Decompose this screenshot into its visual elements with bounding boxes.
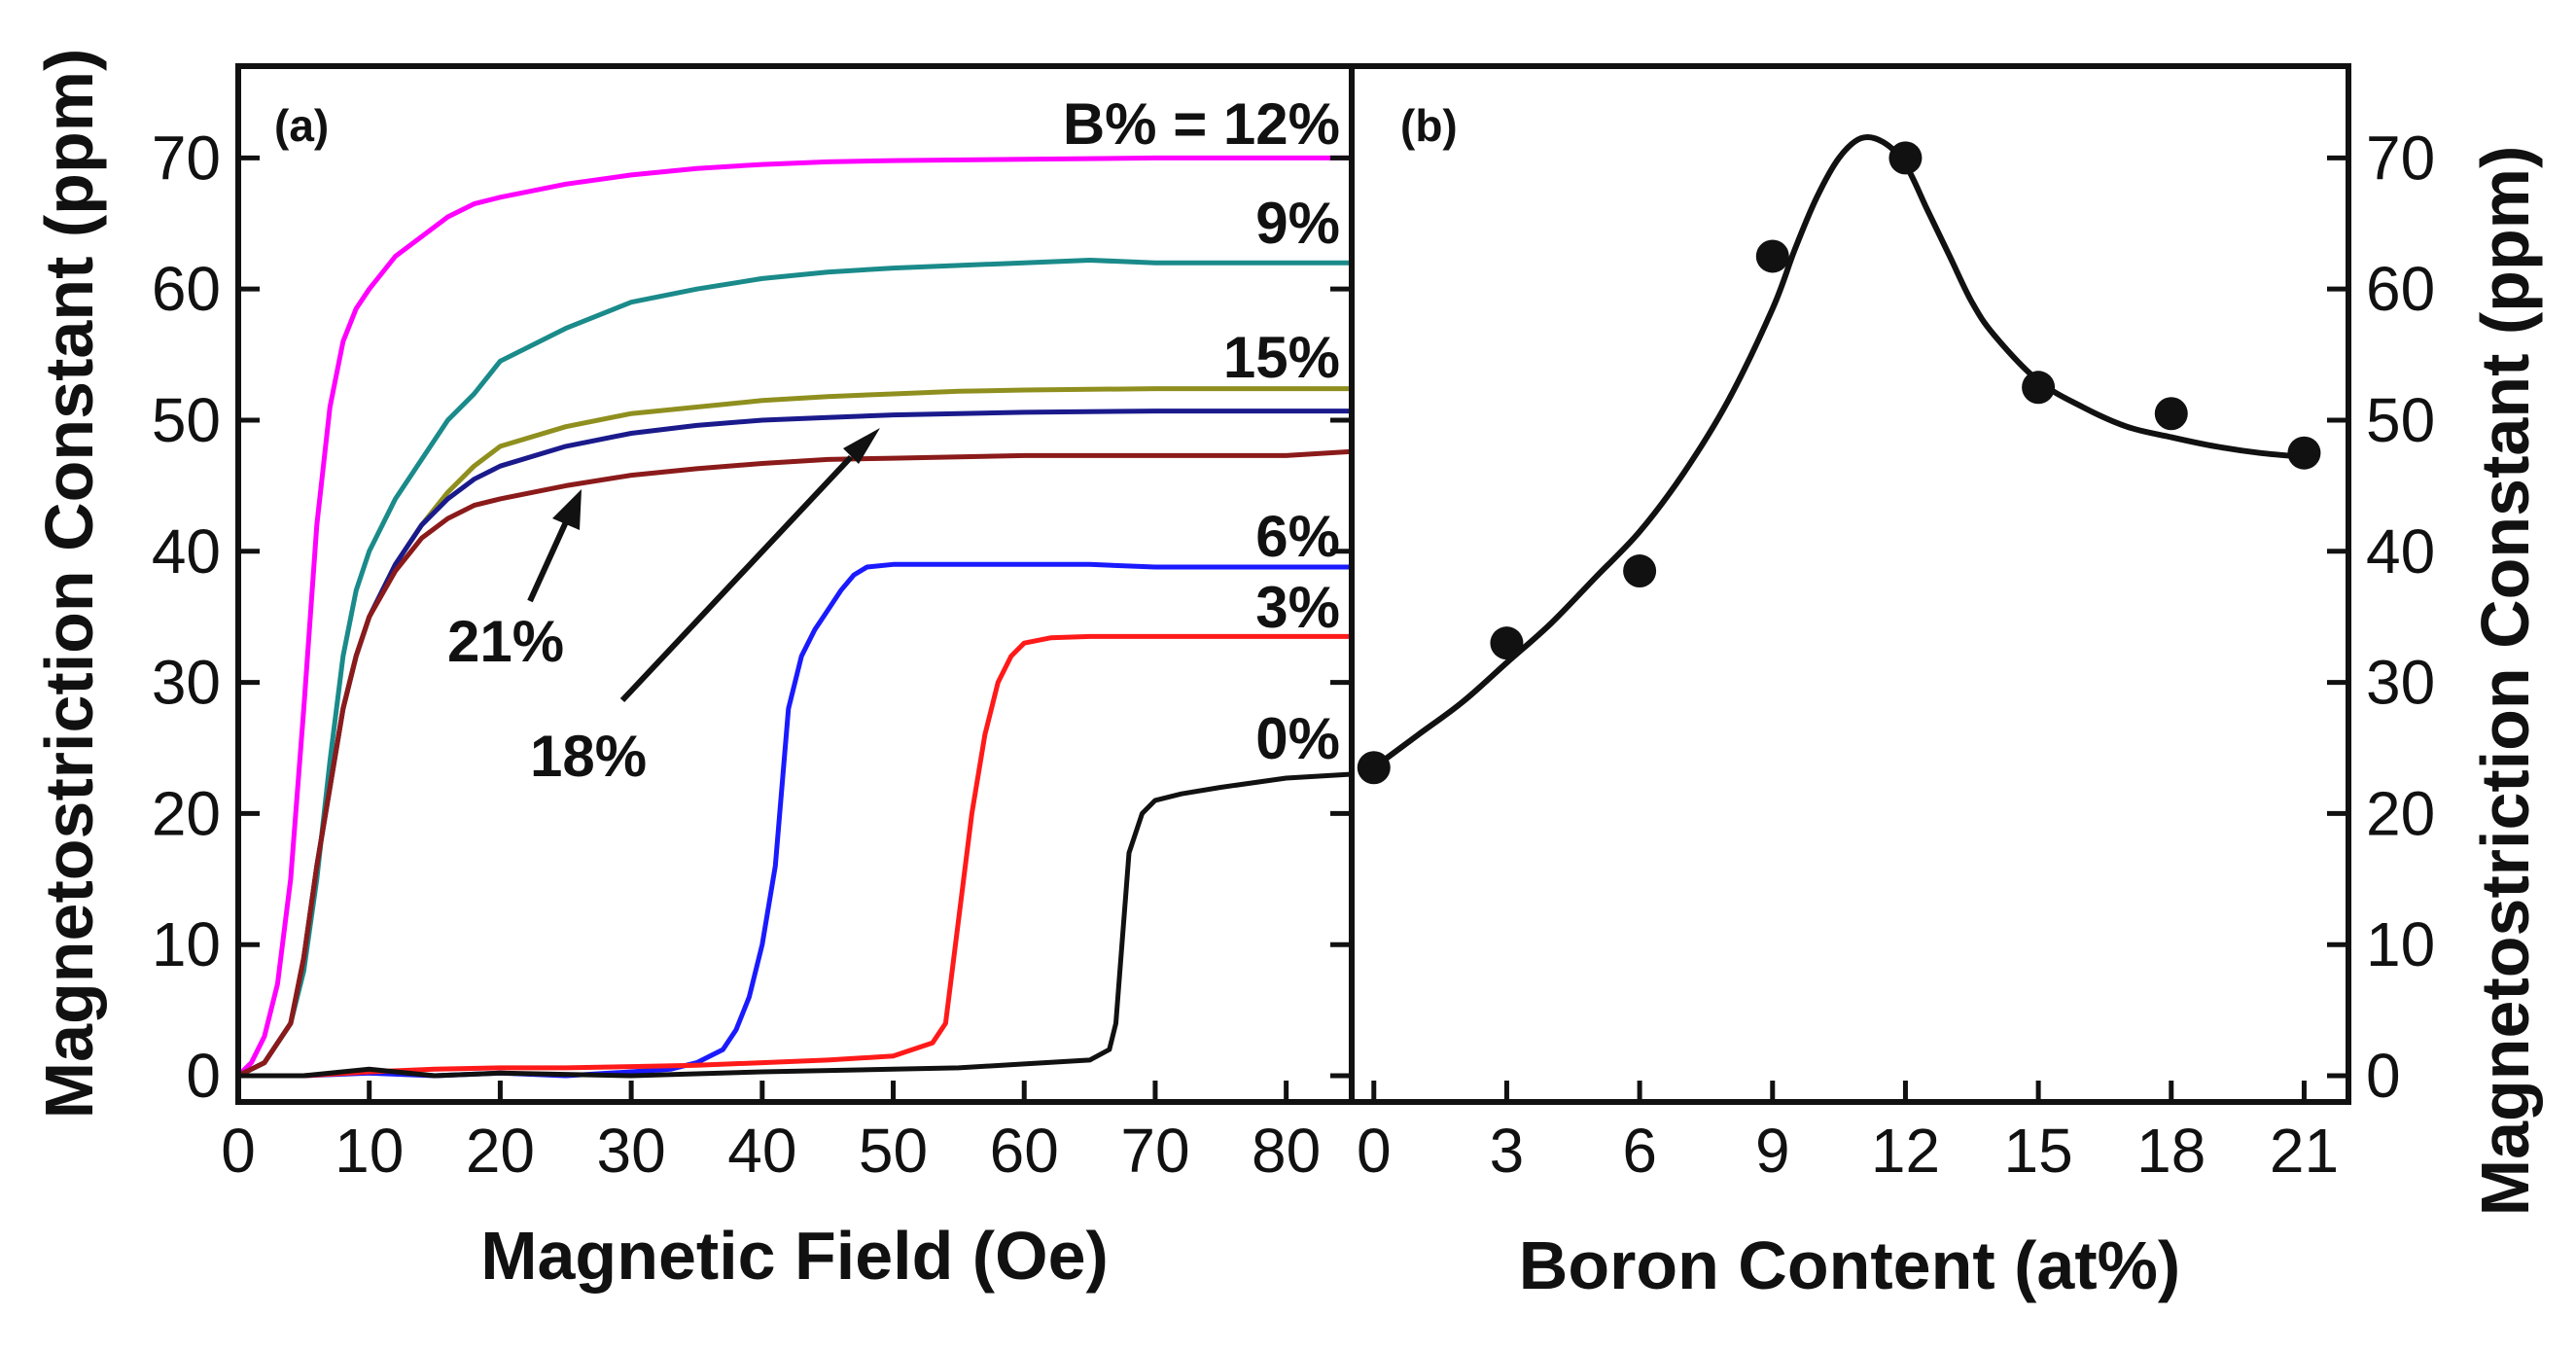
annotation-21-label: 21% — [447, 609, 564, 674]
panel-b-x-tick-label: 18 — [2136, 1116, 2205, 1186]
panel-a-y-axis-title: Magnetostriction Constant (ppm) — [31, 49, 107, 1119]
panel-b-x-tick-label: 15 — [2004, 1116, 2073, 1186]
panel-a-series-group — [236, 155, 1353, 1079]
series-label-0: 0% — [1255, 706, 1340, 771]
annotation-18-label: 18% — [530, 724, 647, 789]
series-line-9 — [236, 258, 1352, 1079]
series-line-21 — [236, 448, 1353, 1079]
series-line-18 — [236, 409, 1352, 1079]
annotation-18: 18% — [530, 428, 880, 789]
panel-a-x-tick-label: 0 — [221, 1116, 256, 1186]
data-point — [1490, 626, 1524, 660]
panel-b-y-ticks: 0 10 20 30 40 50 60 70 — [2327, 123, 2435, 1111]
panel-a-label: (a) — [274, 100, 329, 151]
series-line-12 — [236, 155, 1352, 1078]
panel-b-x-tick-label: 3 — [1490, 1116, 1525, 1186]
panel-a-y-tick-label: 70 — [152, 123, 221, 193]
panel-b-y-tick-label: 20 — [2366, 778, 2435, 848]
data-point — [2022, 371, 2056, 405]
annotation-21: 21% — [447, 489, 582, 674]
series-label-3: 3% — [1255, 575, 1340, 640]
panel-b-y-tick-label: 0 — [2366, 1041, 2401, 1111]
panel-b: 0 3 6 9 12 15 18 21 0 10 20 30 40 50 60 70 (b) Boron C… — [1349, 63, 2543, 1303]
panel-b-y-tick-label: 50 — [2366, 385, 2435, 455]
panel-a-x-tick-label: 40 — [727, 1116, 796, 1186]
panel-a-y-tick-label: 40 — [152, 516, 221, 586]
panel-a-x-tick-label: 70 — [1120, 1116, 1189, 1186]
series-label-12: B% = 12% — [1063, 91, 1340, 157]
series-label-9: 9% — [1255, 191, 1340, 256]
panel-a-y-tick-label: 10 — [152, 909, 221, 979]
data-point — [1755, 239, 1789, 273]
panel-b-y-tick-label: 30 — [2366, 648, 2435, 718]
data-point — [1623, 554, 1657, 588]
series-line-15 — [236, 386, 1352, 1079]
data-point — [1357, 751, 1391, 785]
fit-curve — [1372, 133, 2305, 770]
panel-a-y-tick-label: 0 — [186, 1041, 221, 1111]
panel-a-x-tick-label: 50 — [859, 1116, 928, 1186]
panel-a-x-axis-title: Magnetic Field (Oe) — [480, 1218, 1109, 1294]
annotation-18-arrow-shaft — [619, 454, 854, 703]
panel-b-x-tick-label: 21 — [2270, 1116, 2339, 1186]
panel-a-y-tick-label: 60 — [152, 254, 221, 324]
panel-a-y-tick-label: 30 — [152, 648, 221, 718]
panel-a-y-tick-label: 20 — [152, 778, 221, 848]
panel-a-frame — [235, 63, 1355, 1105]
panel-a-x-ticks: 0 10 20 30 40 50 60 70 80 — [221, 1081, 1321, 1186]
panel-a-x-tick-label: 60 — [990, 1116, 1059, 1186]
series-line-0 — [238, 771, 1353, 1079]
panel-a: 0 10 20 30 40 50 60 70 80 0 10 20 30 40 50 60 70 (a) Ma… — [31, 49, 1355, 1294]
panel-b-fit-curve-group — [1372, 133, 2305, 770]
panel-b-y-tick-label: 70 — [2366, 123, 2435, 193]
series-line-6 — [238, 561, 1352, 1079]
panel-b-frame — [1349, 63, 2351, 1105]
data-point — [2287, 436, 2321, 470]
data-point — [1888, 141, 1923, 175]
panel-b-x-tick-label: 9 — [1755, 1116, 1790, 1186]
panel-b-label: (b) — [1400, 100, 1458, 151]
panel-b-y-axis-title: Magnetostriction Constant (ppm) — [2467, 146, 2543, 1216]
annotation-18-arrowhead — [843, 428, 880, 464]
panel-b-y-tick-label: 60 — [2366, 254, 2435, 324]
annotation-21-arrow-shaft — [527, 514, 572, 603]
series-line-3 — [238, 633, 1352, 1079]
panel-b-y-tick-label: 10 — [2366, 909, 2435, 979]
panel-b-x-tick-label: 6 — [1622, 1116, 1657, 1186]
panel-a-x-tick-label: 30 — [597, 1116, 666, 1186]
panel-a-y-tick-label: 50 — [152, 385, 221, 455]
series-label-6: 6% — [1255, 504, 1340, 569]
panel-b-points-group — [1357, 141, 2321, 785]
panel-b-x-axis-title: Boron Content (at%) — [1519, 1227, 2180, 1303]
annotation-21-arrowhead — [552, 489, 582, 530]
panel-b-y-tick-label: 40 — [2366, 516, 2435, 586]
data-point — [2154, 397, 2188, 431]
panel-a-x-tick-label: 20 — [466, 1116, 535, 1186]
panel-a-y-ticks: 0 10 20 30 40 50 60 70 — [152, 123, 1352, 1111]
panel-b-x-tick-label: 12 — [1871, 1116, 1940, 1186]
panel-a-x-tick-label: 80 — [1252, 1116, 1321, 1186]
panel-b-x-tick-label: 0 — [1357, 1116, 1392, 1186]
series-label-15: 15% — [1223, 325, 1340, 390]
panel-b-x-ticks: 0 3 6 9 12 15 18 21 — [1357, 1081, 2339, 1186]
panel-a-x-tick-label: 10 — [335, 1116, 404, 1186]
